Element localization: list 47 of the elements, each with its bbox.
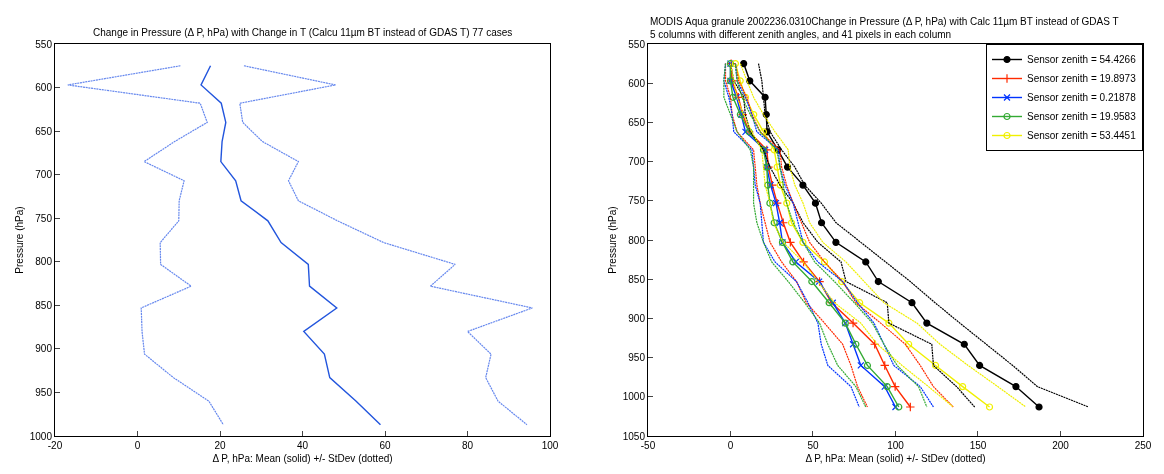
y-tick-label: 650 [628,116,646,128]
y-axis-title: Pressure (hPa) [13,206,25,274]
chart-title: MODIS Aqua granule 2002236.0310Change in Pressure (Δ P, hPa) with Calc 11µm BT instead of GDAS T [650,16,1119,27]
legend-label: Sensor zenith = 54.4266 [1027,54,1137,66]
legend-label: Sensor zenith = 19.8973 [1027,73,1137,85]
y-tick-label: 600 [35,82,53,94]
y-tick-label: 650 [35,125,53,137]
y-tick-label: 950 [35,386,53,398]
y-tick-label: 900 [35,343,53,355]
y-axis-title: Pressure (hPa) [606,206,618,274]
y-tick-label: 550 [628,38,646,50]
x-axis-title: Δ P, hPa: Mean (solid) +/- StDev (dotted) [212,452,393,464]
x-tick-label: 100 [887,440,905,451]
y-tick-label: 700 [35,169,53,181]
y-tick-label: 1000 [29,430,53,442]
y-tick-label: 950 [628,352,646,364]
legend-label: Sensor zenith = 53.4451 [1027,130,1137,142]
chart-title: Change in Pressure (Δ P, hPa) with Change in T (Calcu 11µm BT instead of GDAS T) 77 cases [93,27,513,38]
legend-label: Sensor zenith = 0.21878 [1027,92,1137,104]
x-tick-label: 60 [379,440,392,451]
x-tick-label: 150 [969,440,987,451]
y-tick-label: 1050 [622,430,646,442]
chart-subtitle: 5 columns with different zenith angles, and 41 pixels in each column [650,29,952,40]
y-tick-label: 800 [628,234,646,246]
x-tick-label: -50 [640,440,656,451]
y-tick-label: 700 [628,156,646,168]
y-tick-label: 850 [35,299,53,311]
x-tick-label: 20 [214,440,227,451]
x-tick-label: 0 [134,440,141,451]
x-axis-title: Δ P, hPa: Mean (solid) +/- StDev (dotted) [805,452,986,464]
y-tick-label: 750 [35,212,53,224]
x-tick-label: 80 [461,440,474,451]
x-tick-label: 50 [807,440,819,451]
x-tick-label: 0 [727,440,734,451]
y-tick-label: 750 [628,195,646,207]
y-tick-label: 550 [35,38,53,50]
y-tick-label: 1000 [622,391,646,403]
y-tick-label: 850 [628,273,646,285]
y-tick-label: 600 [628,77,646,89]
y-tick-label: 900 [628,312,646,324]
x-tick-label: 250 [1134,440,1152,451]
x-tick-label: 40 [296,440,309,451]
y-tick-label: 800 [35,256,53,268]
x-tick-label: -20 [47,440,63,451]
legend-label: Sensor zenith = 19.9583 [1027,111,1137,123]
x-tick-label: 100 [541,440,559,451]
x-tick-label: 200 [1052,440,1070,451]
